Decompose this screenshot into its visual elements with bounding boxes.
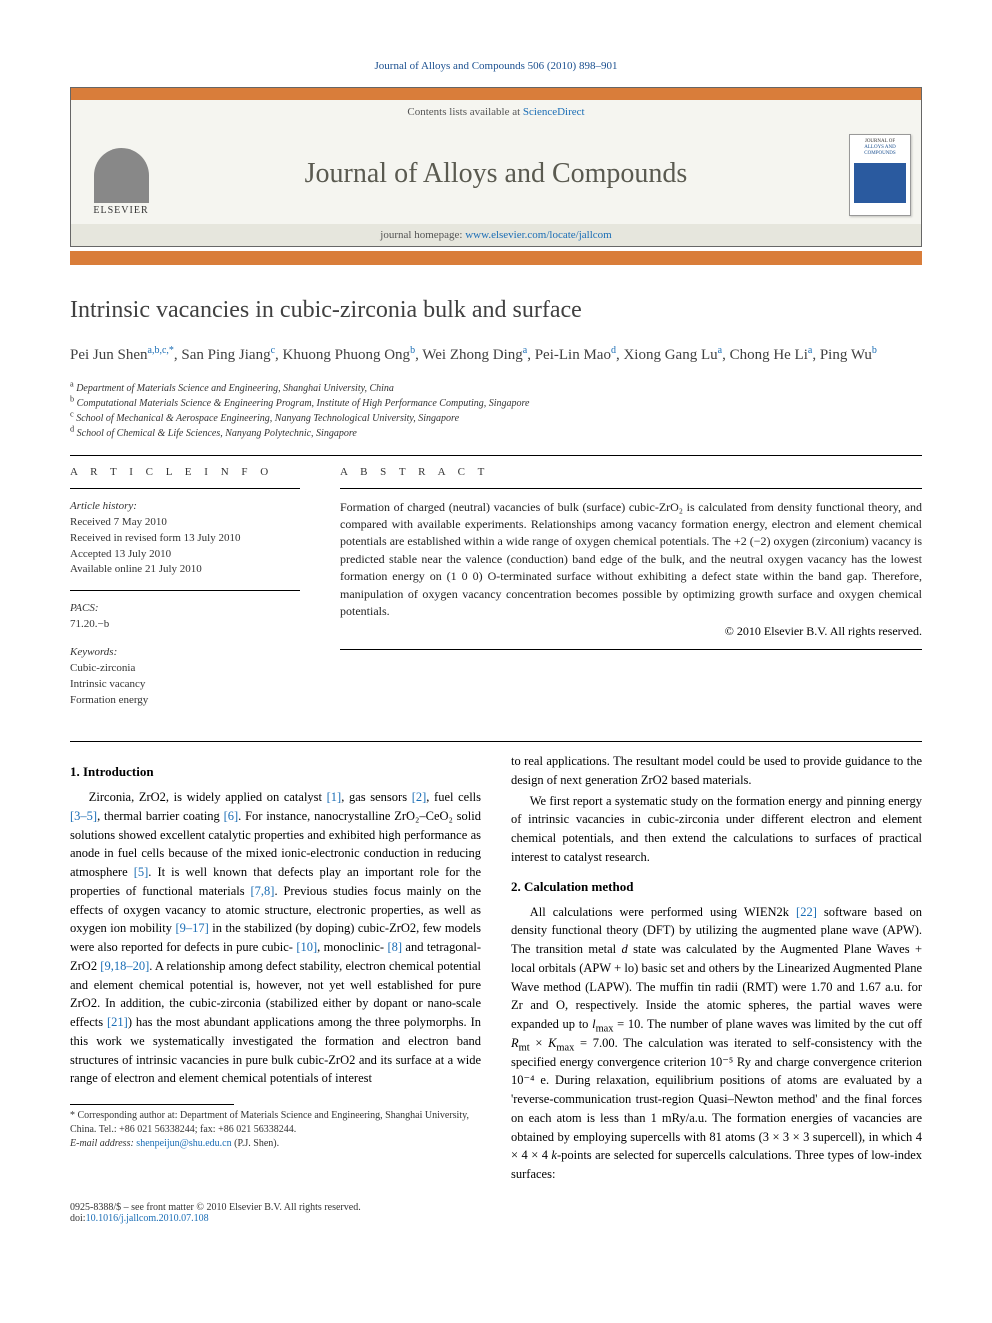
journal-title: Journal of Alloys and Compounds	[305, 158, 688, 190]
article-info-label: A R T I C L E I N F O	[70, 466, 300, 478]
masthead: Contents lists available at ScienceDirec…	[70, 87, 922, 247]
section-1-para-cont: to real applications. The resultant mode…	[511, 752, 922, 790]
orange-divider	[70, 251, 922, 265]
front-matter-line: 0925-8388/$ – see front matter © 2010 El…	[70, 1202, 361, 1213]
keyword: Cubic-zirconia	[70, 662, 135, 674]
footnote-block: * Corresponding author at: Department of…	[70, 1109, 481, 1151]
page-footer: 0925-8388/$ – see front matter © 2010 El…	[70, 1202, 922, 1224]
history-label: Article history:	[70, 500, 137, 512]
journal-cover-thumb: JOURNAL OF ALLOYS AND COMPOUNDS	[849, 134, 911, 216]
author-list: Pei Jun Shena,b,c,*, San Ping Jiangc, Kh…	[70, 344, 922, 367]
abstract-col: A B S T R A C T Formation of charged (ne…	[340, 466, 922, 721]
section-2-title: 2. Calculation method	[511, 879, 922, 895]
section-1-para: We first report a systematic study on th…	[511, 792, 922, 867]
contents-pre: Contents lists available at	[407, 106, 522, 118]
keyword: Formation energy	[70, 694, 148, 706]
email-label: E-mail address:	[70, 1138, 134, 1149]
keywords-label: Keywords:	[70, 646, 117, 658]
doi-link[interactable]: 10.1016/j.jallcom.2010.07.108	[86, 1213, 209, 1224]
email-suffix: (P.J. Shen).	[234, 1138, 279, 1149]
history-line: Available online 21 July 2010	[70, 563, 202, 575]
publisher-name: ELSEVIER	[81, 205, 161, 216]
masthead-bottom-bar: journal homepage: www.elsevier.com/locat…	[71, 224, 921, 246]
cover-title-text: ALLOYS AND COMPOUNDS	[854, 145, 906, 157]
header-citation-link[interactable]: Journal of Alloys and Compounds 506 (201…	[375, 60, 618, 72]
email-link[interactable]: shenpeijun@shu.edu.cn	[136, 1138, 231, 1149]
elsevier-logo: ELSEVIER	[81, 148, 161, 216]
sciencedirect-link[interactable]: ScienceDirect	[523, 106, 585, 118]
section-1-title: 1. Introduction	[70, 764, 481, 780]
separator	[70, 455, 922, 456]
homepage-link[interactable]: www.elsevier.com/locate/jallcom	[465, 229, 612, 241]
section-1-para: Zirconia, ZrO2, is widely applied on cat…	[70, 788, 481, 1088]
pacs-label: PACS:	[70, 602, 99, 614]
pacs-value: 71.20.−b	[70, 618, 109, 630]
abstract-copyright: © 2010 Elsevier B.V. All rights reserved…	[340, 624, 922, 639]
abstract-text: Formation of charged (neutral) vacancies…	[340, 499, 922, 621]
header-citation: Journal of Alloys and Compounds 506 (201…	[70, 60, 922, 72]
section-2-para: All calculations were performed using WI…	[511, 903, 922, 1184]
body-columns: 1. Introduction Zirconia, ZrO2, is widel…	[70, 752, 922, 1184]
masthead-top-bar: Contents lists available at ScienceDirec…	[71, 88, 921, 124]
cover-bar	[854, 163, 906, 203]
elsevier-tree-icon	[94, 148, 149, 203]
history-line: Received 7 May 2010	[70, 516, 167, 528]
abstract-label: A B S T R A C T	[340, 466, 922, 478]
separator	[70, 741, 922, 742]
article-title: Intrinsic vacancies in cubic-zirconia bu…	[70, 295, 922, 326]
corresponding-author: * Corresponding author at: Department of…	[70, 1109, 481, 1137]
masthead-mid: ELSEVIER Journal of Alloys and Compounds…	[71, 124, 921, 224]
doi-label: doi:	[70, 1213, 86, 1224]
history-line: Accepted 13 July 2010	[70, 548, 171, 560]
footnote-separator	[70, 1104, 234, 1105]
keyword: Intrinsic vacancy	[70, 678, 145, 690]
homepage-pre: journal homepage:	[380, 229, 465, 241]
affiliations: a Department of Materials Science and En…	[70, 381, 922, 441]
article-info-col: A R T I C L E I N F O Article history: R…	[70, 466, 300, 721]
history-line: Received in revised form 13 July 2010	[70, 532, 240, 544]
